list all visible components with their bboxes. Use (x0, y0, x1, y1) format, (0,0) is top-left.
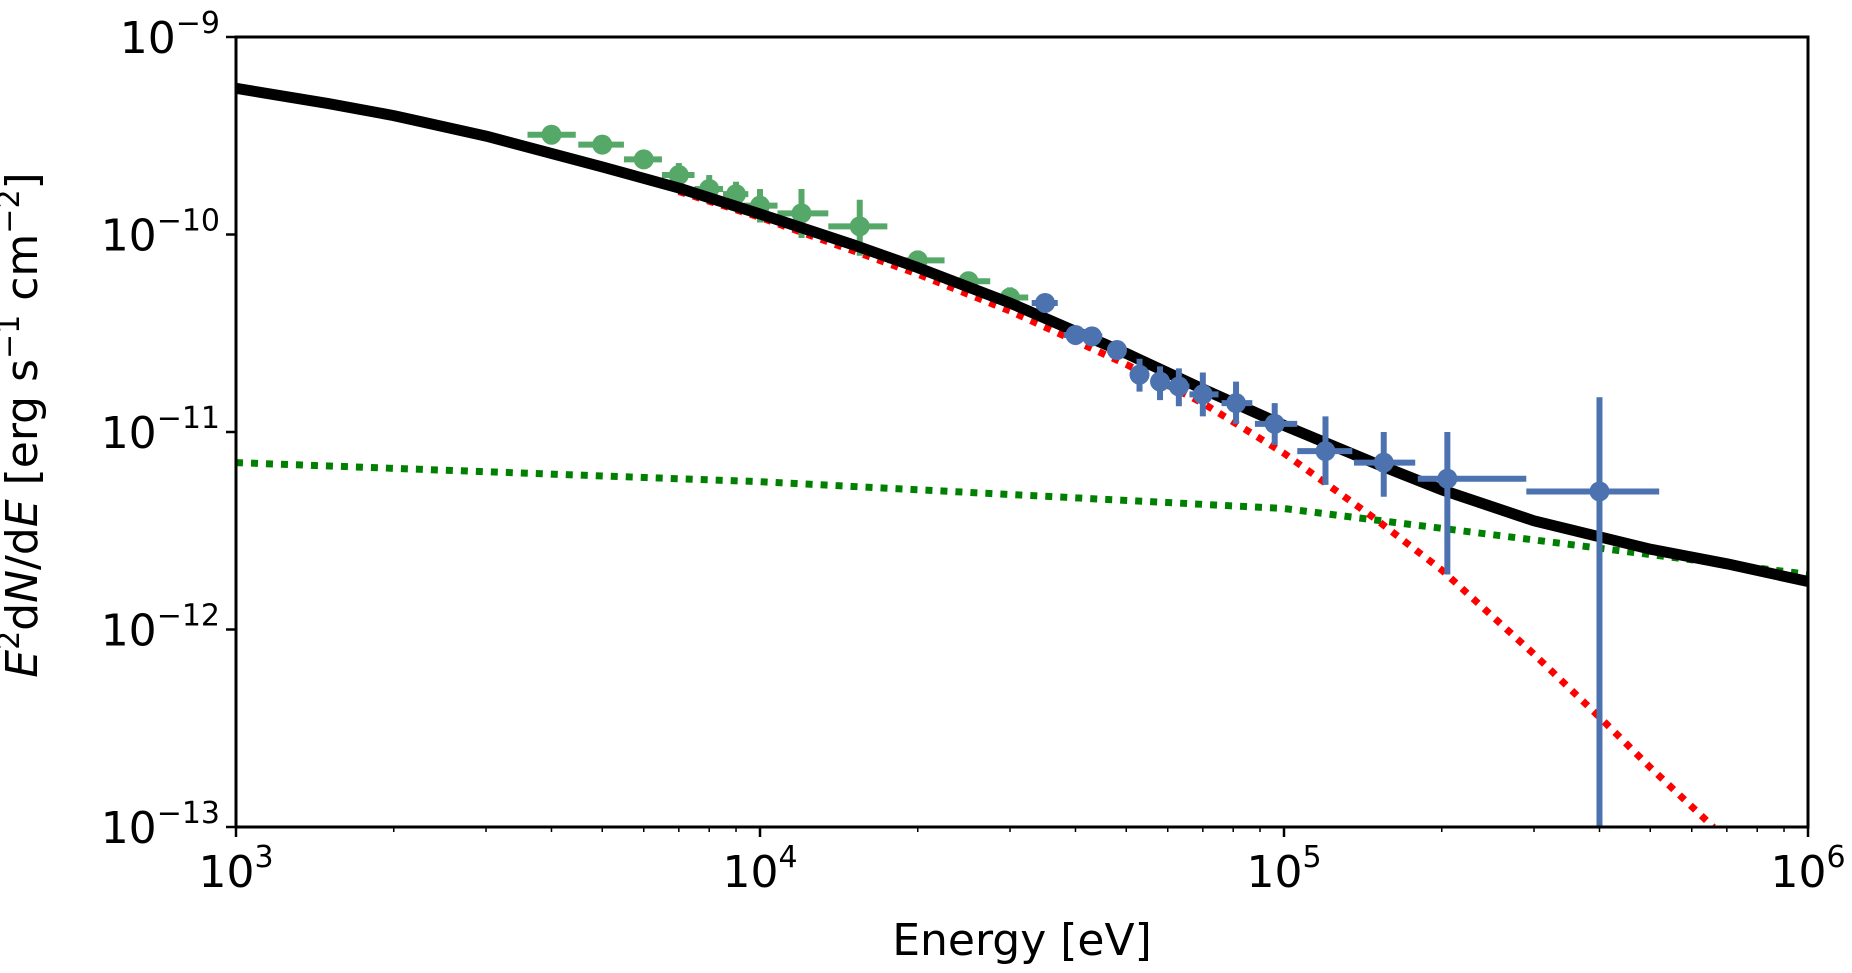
y-tick-label-2: 10−11 (101, 401, 220, 459)
x-axis-title: Energy [eV] (892, 915, 1152, 966)
total-model-line (236, 82, 1808, 587)
y-label-e-sup: 2 (0, 631, 27, 650)
x-tick-label-2: 105 (1246, 840, 1321, 898)
data-set-b-point-11 (1373, 452, 1394, 473)
data-set-b-point-8 (1226, 393, 1247, 414)
y-label-units-close: ] (0, 172, 48, 190)
data-set-b-point-7 (1192, 384, 1213, 405)
cutoff-component-line (677, 188, 1716, 827)
power-law-component-line (236, 459, 1808, 578)
data-set-b-point-4 (1129, 364, 1150, 385)
tick-layer: 103 104 105 106 10−9 10−10 10−11 10−12 10−13 (101, 6, 1846, 898)
data-set-a-point-1 (592, 134, 613, 155)
y-tick-label-1: 10−10 (101, 204, 220, 262)
y-label-cm-sup: −2 (0, 189, 27, 234)
data-set-b-point-1 (1065, 324, 1086, 345)
data-set-a-point-7 (791, 203, 812, 224)
y-tick-label-4: 10−13 (101, 796, 220, 854)
data-set-b-point-9 (1264, 413, 1285, 434)
x-tick-label-1: 104 (722, 840, 797, 898)
y-label-slash-d: /d (0, 527, 48, 570)
data-set-b-point-0 (1035, 292, 1056, 313)
data-set-b-point-2 (1081, 326, 1102, 347)
y-tick-label-0: 10−9 (120, 6, 220, 64)
data-set-b-point-6 (1168, 376, 1189, 397)
plot-frame (234, 35, 1810, 829)
data-set-a-point-3 (668, 165, 689, 186)
y-label-e2: E (0, 499, 48, 528)
y-axis-title: E2dN/dE [erg s−1 cm−2] (0, 172, 48, 677)
x-tick-label-0: 103 (198, 840, 273, 898)
data-set-a-point-2 (633, 149, 654, 170)
y-label-d: d (0, 602, 48, 631)
data-set-b-point-13 (1589, 481, 1610, 502)
data-set-a-point-0 (541, 124, 562, 145)
y-tick-label-3: 10−12 (101, 599, 220, 657)
y-label-units-open: [erg s (0, 358, 48, 500)
y-label-e: E (0, 649, 48, 678)
x-tick-label-3: 106 (1770, 840, 1845, 898)
data-set-b-point-5 (1150, 371, 1171, 392)
y-label-s-sup: −1 (0, 314, 27, 359)
data-set-b-point-12 (1437, 468, 1458, 489)
series-layer (236, 82, 1808, 827)
data-set-b-point-10 (1315, 441, 1336, 462)
data-set-b (1031, 292, 1660, 827)
y-label-cm: cm (0, 233, 48, 315)
data-set-b-point-3 (1106, 340, 1127, 361)
y-label-n: N (0, 569, 48, 603)
data-set-a-point-8 (849, 216, 870, 237)
